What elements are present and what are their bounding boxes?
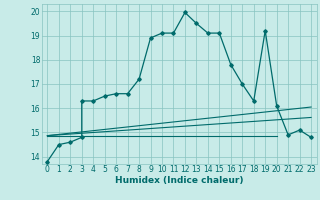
X-axis label: Humidex (Indice chaleur): Humidex (Indice chaleur) xyxy=(115,176,244,185)
